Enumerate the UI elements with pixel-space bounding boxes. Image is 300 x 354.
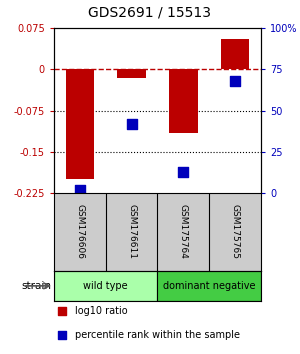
Point xyxy=(77,187,82,193)
Bar xyxy=(158,271,261,301)
Text: wild type: wild type xyxy=(83,281,128,291)
Point xyxy=(60,308,65,314)
Text: dominant negative: dominant negative xyxy=(163,281,256,291)
Point xyxy=(233,78,238,84)
Text: GSM176611: GSM176611 xyxy=(127,204,136,259)
Bar xyxy=(169,69,198,133)
Text: log10 ratio: log10 ratio xyxy=(75,306,127,316)
Text: strain: strain xyxy=(21,281,51,291)
Point xyxy=(60,333,65,338)
Point xyxy=(181,169,186,175)
Text: GSM175764: GSM175764 xyxy=(179,204,188,259)
Text: GSM175765: GSM175765 xyxy=(231,204,240,259)
Bar xyxy=(66,69,94,179)
Bar xyxy=(54,271,158,301)
Bar xyxy=(221,39,249,69)
Text: GDS2691 / 15513: GDS2691 / 15513 xyxy=(88,6,212,20)
Text: GSM176606: GSM176606 xyxy=(75,204,84,259)
Text: percentile rank within the sample: percentile rank within the sample xyxy=(75,330,240,341)
Point xyxy=(129,121,134,127)
Bar xyxy=(117,69,146,78)
